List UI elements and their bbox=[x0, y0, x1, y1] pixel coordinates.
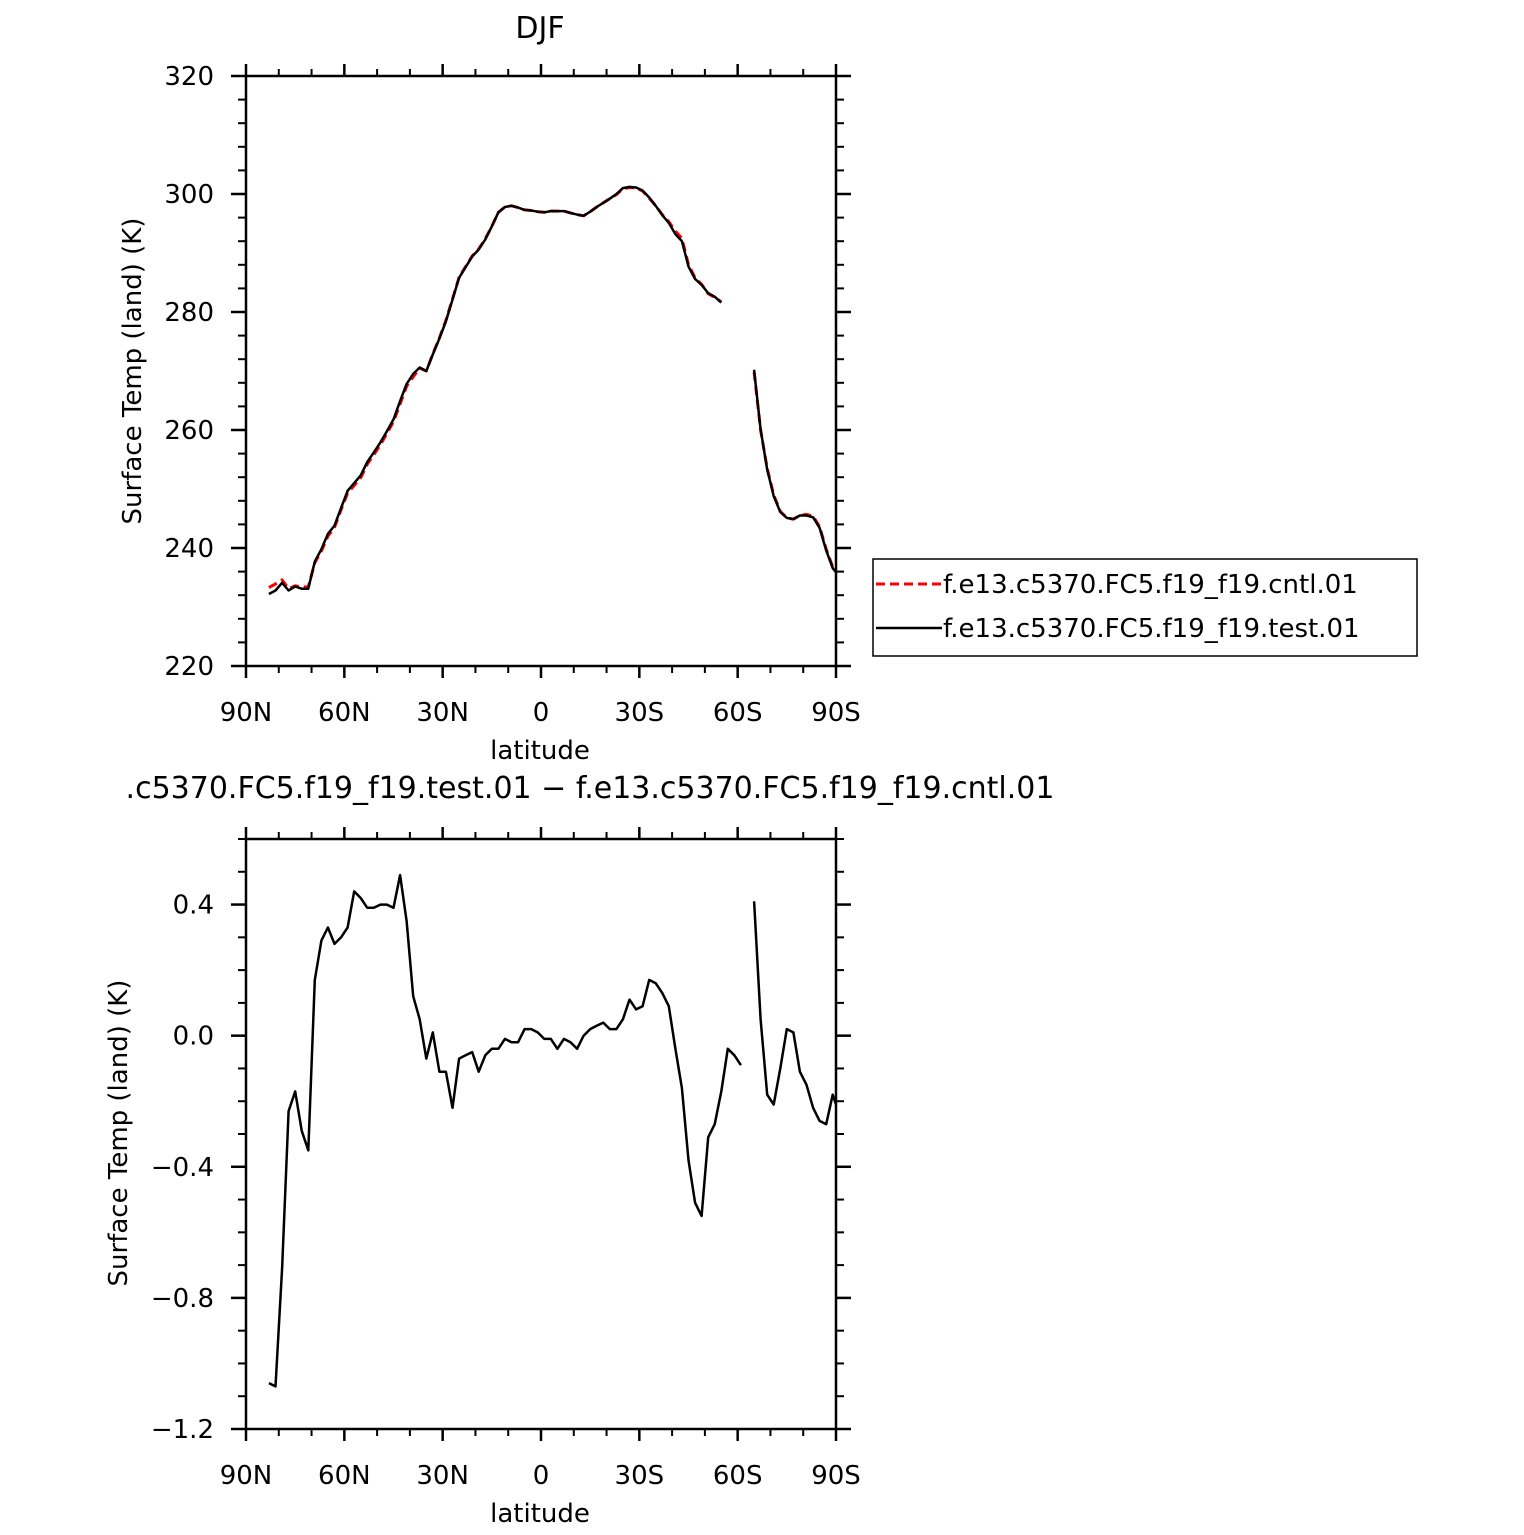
x-tick-label: 60S bbox=[713, 1461, 763, 1491]
y-tick-label: −1.2 bbox=[151, 1415, 214, 1445]
y-tick-label: 0.0 bbox=[173, 1022, 214, 1052]
x-tick-label: 30S bbox=[615, 698, 665, 728]
y-tick-label: 280 bbox=[164, 298, 214, 328]
series-0-line-segment-0 bbox=[268, 873, 742, 1388]
x-tick-label: 0 bbox=[533, 698, 550, 728]
top-chart-title: DJF bbox=[515, 11, 564, 46]
y-tick-label: −0.4 bbox=[151, 1153, 214, 1183]
top-data-marks bbox=[268, 185, 836, 596]
y-tick-label: 240 bbox=[164, 534, 214, 564]
y-tick-label: −0.8 bbox=[151, 1284, 214, 1314]
x-tick-label: 90N bbox=[220, 1461, 273, 1491]
x-tick-label: 60S bbox=[713, 698, 763, 728]
bottom-data-marks bbox=[268, 873, 836, 1388]
bottom-x-axis-label: latitude bbox=[490, 1499, 590, 1529]
y-tick-label: 320 bbox=[164, 62, 214, 92]
x-tick-label: 60N bbox=[318, 1461, 371, 1491]
y-tick-label: 220 bbox=[164, 652, 214, 682]
top-axes: 90N 60N 30N 0 30S 60S 90S 220 240 260 280 300 320 bbox=[164, 62, 860, 728]
top-x-axis-label: latitude bbox=[490, 736, 590, 766]
y-tick-label: 300 bbox=[164, 180, 214, 210]
series-1-line-segment-0 bbox=[268, 185, 723, 596]
legend-label-cntl: f.e13.c5370.FC5.f19_f19.cntl.01 bbox=[943, 570, 1358, 600]
x-tick-label: 90S bbox=[811, 1461, 861, 1491]
legend-label-test: f.e13.c5370.FC5.f19_f19.test.01 bbox=[943, 614, 1360, 644]
bottom-y-axis-label: Surface Temp (land) (K) bbox=[104, 980, 134, 1287]
top-y-axis-label: Surface Temp (land) (K) bbox=[118, 218, 148, 525]
x-tick-label: 60N bbox=[318, 698, 371, 728]
x-tick-label: 0 bbox=[533, 1461, 550, 1491]
legend-box bbox=[872, 558, 1418, 657]
x-tick-label: 90N bbox=[220, 698, 273, 728]
series-0-line-segment-1 bbox=[752, 901, 836, 1126]
y-tick-label: 260 bbox=[164, 416, 214, 446]
y-tick-label: 0.4 bbox=[173, 891, 214, 921]
series-1-line-segment-1 bbox=[752, 369, 836, 575]
top-panel: DJF 90N 60N 30N 0 30S 60S 90S 220 240 260 280 300 32… bbox=[118, 11, 861, 766]
bottom-axes: 90N 60N 30N 0 30S 60S 90S −1.2 −0.8 −0.4 0.0 0.4 bbox=[151, 827, 861, 1491]
x-tick-label: 30S bbox=[615, 1461, 665, 1491]
legend: f.e13.c5370.FC5.f19_f19.cntl.01 f.e13.c5… bbox=[872, 558, 1418, 657]
bottom-panel: .c5370.FC5.f19_f19.test.01 − f.e13.c5370… bbox=[104, 771, 1054, 1529]
bottom-chart-title: .c5370.FC5.f19_f19.test.01 − f.e13.c5370… bbox=[126, 771, 1055, 806]
x-tick-label: 30N bbox=[416, 698, 469, 728]
x-tick-label: 30N bbox=[416, 1461, 469, 1491]
x-tick-label: 90S bbox=[811, 698, 861, 728]
